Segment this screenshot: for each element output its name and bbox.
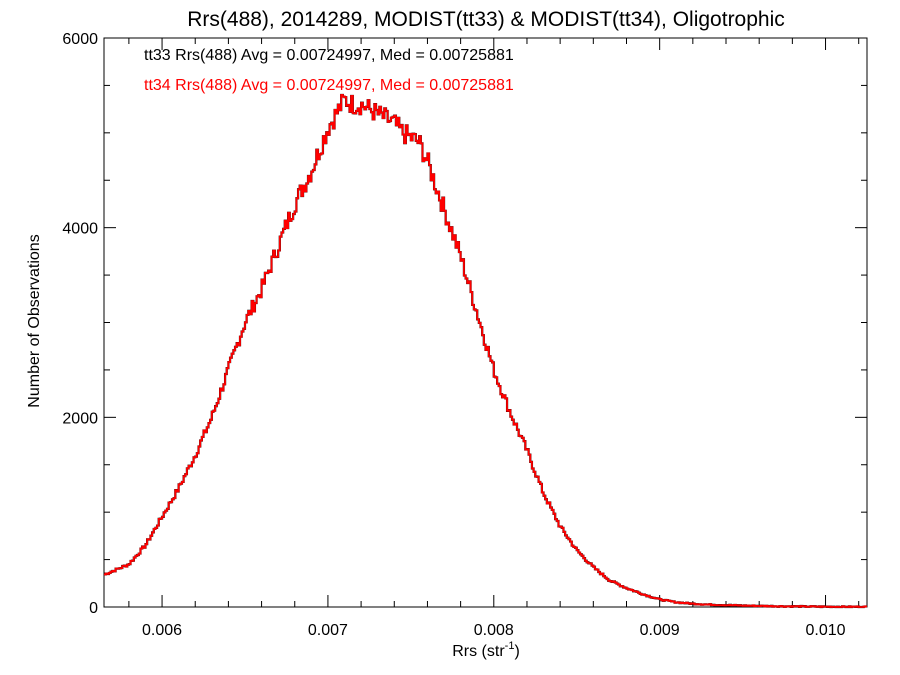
y-tick-label: 4000 <box>62 221 98 238</box>
series-layer <box>104 93 867 609</box>
x-tick-labels: 0.006 0.007 0.008 0.009 0.010 <box>142 622 846 639</box>
x-tick-label: 0.010 <box>806 622 846 639</box>
y-tick-label: 0 <box>89 600 98 617</box>
x-axis-label: Rrs (str-1) <box>452 640 520 660</box>
chart-title: Rrs(488), 2014289, MODIST(tt33) & MODIST… <box>187 8 785 31</box>
x-tick-label: 0.008 <box>474 622 514 639</box>
legend-entry-tt34: tt34 Rrs(488) Avg = 0.00724997, Med = 0.… <box>144 77 514 94</box>
y-tick-labels: 0 2000 4000 6000 <box>62 31 98 617</box>
plot-frame <box>103 37 868 608</box>
x-axis-label-base: Rrs (str <box>452 643 505 660</box>
y-tick-label: 2000 <box>62 410 98 427</box>
x-axis-label-close: ) <box>514 643 519 660</box>
x-tick-label: 0.007 <box>308 622 348 639</box>
x-axis-label-superscript: -1 <box>505 640 515 652</box>
y-axis-label: Number of Observations <box>26 234 43 407</box>
axis-ticks <box>104 37 867 608</box>
series-line-tt34 <box>104 94 867 608</box>
legend-entry-tt33: tt33 Rrs(488) Avg = 0.00724997, Med = 0.… <box>144 47 514 64</box>
y-tick-label: 6000 <box>62 31 98 48</box>
series-line-tt33 <box>104 93 867 609</box>
x-tick-label: 0.009 <box>640 622 680 639</box>
x-tick-label: 0.006 <box>142 622 182 639</box>
